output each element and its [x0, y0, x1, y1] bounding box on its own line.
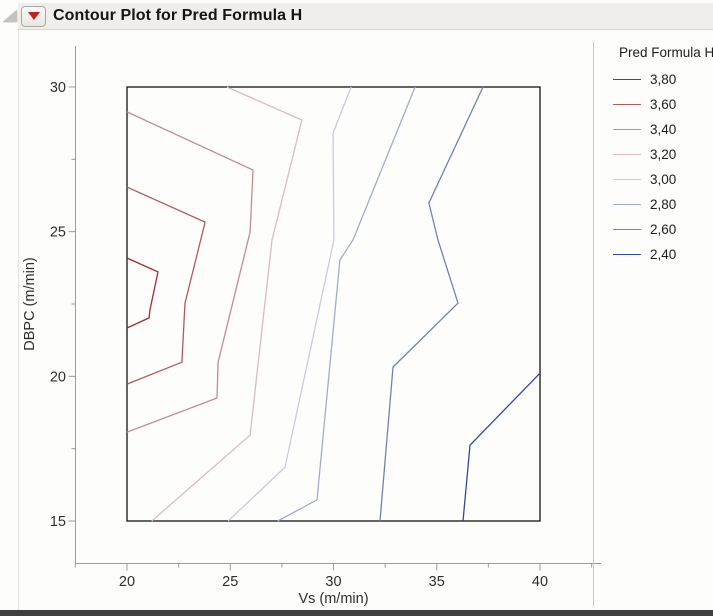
contour-legend: Pred Formula H 3,80 3,60 3,40 3,20 3,00 2,80 2… [604, 44, 713, 267]
disclosure-triangle-icon[interactable] [3, 10, 17, 22]
legend-label: 2,60 [650, 222, 677, 237]
legend-swatch [613, 179, 641, 180]
legend-item-3,80[interactable]: 3,80 [604, 67, 713, 92]
contour-line-2,60 [379, 86, 484, 522]
tick-labels: 20 25 30 35 40 30 25 20 15 [50, 80, 548, 590]
outline-left-border [18, 30, 19, 610]
legend-item-3,40[interactable]: 3,40 [604, 117, 713, 142]
legend-swatch [613, 154, 641, 155]
legend-label: 3,00 [650, 172, 677, 187]
x-tick-label: 35 [429, 574, 445, 590]
legend-swatch [613, 204, 641, 205]
legend-swatch [613, 129, 641, 130]
red-triangle-menu-button[interactable] [21, 5, 46, 27]
legend-separator-line [593, 42, 594, 606]
x-axis-title: Vs (m/min) [298, 591, 368, 607]
axes [68, 46, 601, 571]
legend-item-3,60[interactable]: 3,60 [604, 92, 713, 117]
red-triangle-icon [27, 12, 40, 20]
y-tick-label: 30 [50, 80, 66, 96]
legend-label: 3,20 [650, 147, 677, 162]
y-tick-label: 20 [50, 369, 66, 385]
x-tick-label: 20 [119, 574, 135, 590]
x-tick-label: 25 [222, 574, 238, 590]
contour-line-2,40 [462, 372, 541, 522]
y-tick-label: 25 [50, 225, 66, 241]
y-axis-title: DBPC (m/min) [22, 257, 38, 350]
legend-label: 2,80 [650, 197, 677, 212]
contour-line-3,00 [227, 86, 352, 522]
legend-item-2,80[interactable]: 2,80 [604, 192, 713, 217]
legend-label: 3,60 [650, 97, 677, 112]
legend-item-2,40[interactable]: 2,40 [604, 242, 713, 267]
legend-item-3,20[interactable]: 3,20 [604, 142, 713, 167]
legend-title: Pred Formula H [619, 45, 713, 60]
contour-line-3,40 [126, 111, 254, 433]
page-title: Contour Plot for Pred Formula H [53, 7, 303, 24]
contour-line-2,80 [277, 86, 416, 522]
outline-header: Contour Plot for Pred Formula H [18, 3, 713, 30]
y-tick-label: 15 [50, 514, 66, 530]
legend-swatch [613, 104, 641, 105]
legend-swatch [613, 229, 641, 230]
legend-label: 3,40 [650, 122, 677, 137]
legend-item-3,00[interactable]: 3,00 [604, 167, 713, 192]
x-tick-label: 30 [325, 574, 341, 590]
x-tick-label: 40 [532, 574, 548, 590]
window-bottom-edge [0, 610, 713, 616]
legend-item-2,60[interactable]: 2,60 [604, 217, 713, 242]
legend-label: 2,40 [650, 247, 677, 262]
contour-line-3,20 [151, 86, 303, 522]
legend-swatch [613, 254, 641, 255]
contour-line-3,60 [126, 186, 206, 385]
plot-frame[interactable] [126, 86, 541, 522]
legend-items: 3,80 3,60 3,40 3,20 3,00 2,80 2,60 2,40 [604, 67, 713, 267]
contour-lines [126, 86, 541, 522]
legend-label: 3,80 [650, 72, 677, 87]
contour-line-3,80 [126, 257, 159, 329]
legend-swatch [613, 79, 641, 80]
